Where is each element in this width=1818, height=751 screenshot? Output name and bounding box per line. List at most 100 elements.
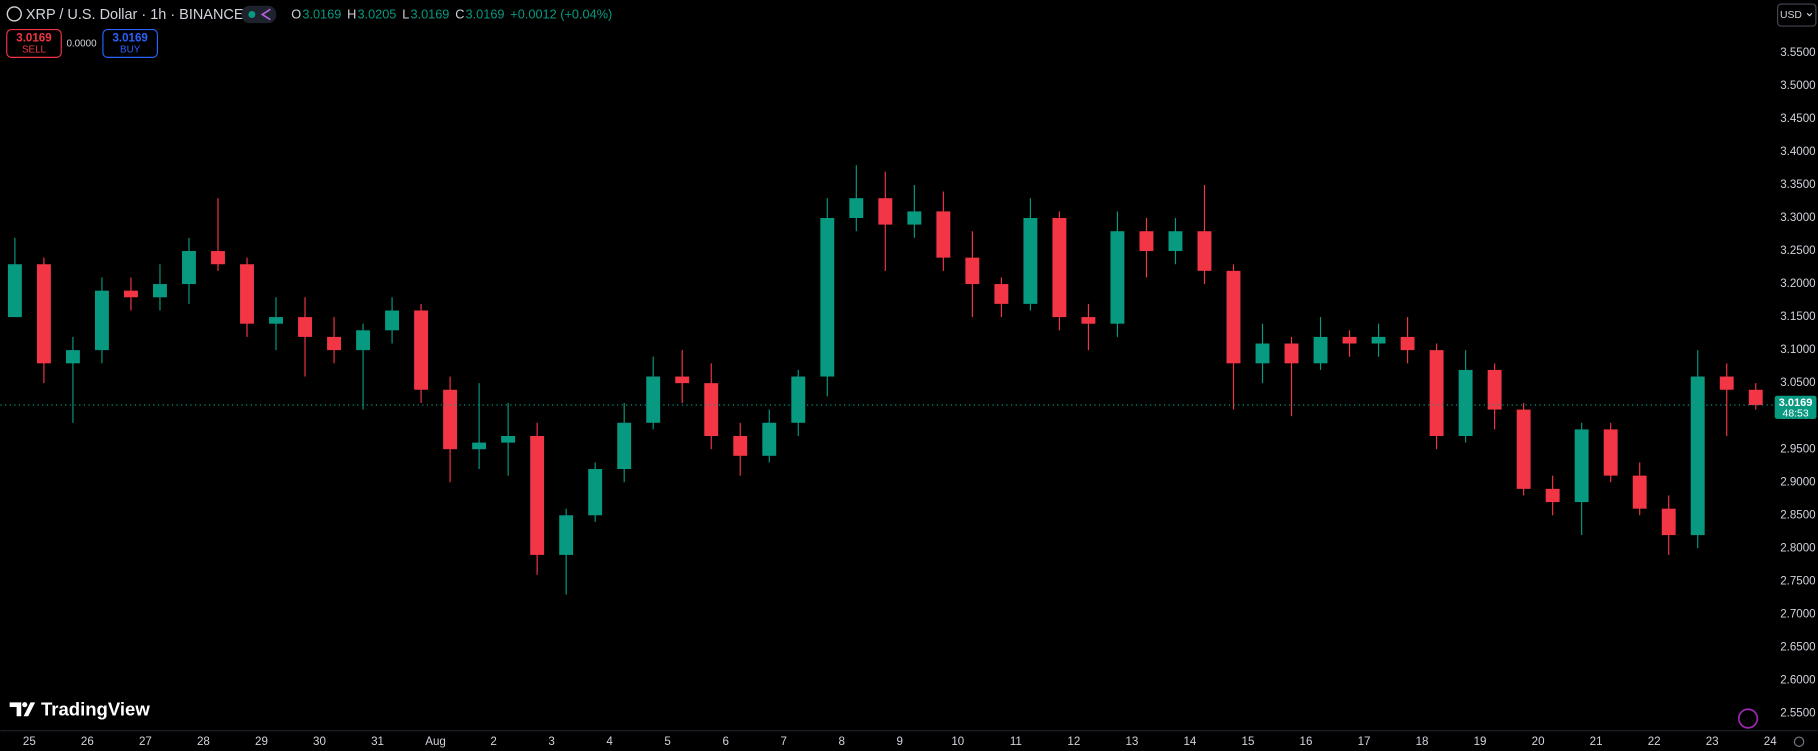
x-tick-label: 19 [1474,736,1487,748]
candle-body [733,435,748,456]
ohlc-key: H [347,6,356,21]
candle-body [791,376,806,423]
candle-body [1748,389,1763,406]
candle-body [704,383,719,436]
candle-body [1545,488,1560,503]
status-pill[interactable] [241,5,277,24]
candle-body [1458,369,1473,436]
candle-body [1690,376,1705,536]
y-tick-label: 3.3000 [1780,212,1815,224]
candle-body [211,251,225,265]
ohlc-change: +0.0012 (+0.04%) [510,6,612,21]
candle-body [153,284,167,298]
currency-caret [1806,12,1813,17]
status-dot [248,11,256,18]
y-tick-label: 2.5500 [1780,708,1815,720]
y-tick-label: 2.8000 [1780,542,1815,554]
x-tick-label: 14 [1183,736,1196,748]
candle-body [878,198,893,225]
x-tick-label: 24 [1764,736,1777,748]
candle-body [965,257,980,285]
assistant-button[interactable] [1737,708,1759,729]
y-tick-label: 3.3500 [1780,179,1815,191]
buy-price: 3.0169 [112,32,148,44]
spread: 0.0000 [66,39,97,50]
y-tick-label: 3.5000 [1780,80,1815,92]
x-tick-label: 8 [839,736,845,748]
candle-body [762,422,777,456]
ohlc-key: O [291,6,301,21]
candle-body [1197,231,1212,271]
x-tick-label: 10 [951,736,964,748]
x-tick-label: 20 [1532,736,1545,748]
ohlc-value: 3.0205 [357,6,396,21]
candle-body [1400,336,1415,351]
candle-body [123,290,138,298]
y-tick-label: 3.1000 [1780,344,1815,356]
brand-icon [9,702,36,717]
candle-body [1371,336,1386,344]
x-tick-label: 17 [1358,736,1371,748]
y-tick-label: 3.2000 [1780,278,1815,290]
status-icon [260,8,271,21]
candle-body [1574,429,1589,503]
candle-body [1719,376,1734,390]
candle-body [1255,343,1270,364]
ohlc-value: 3.0169 [466,6,505,21]
currency-label: USD [1780,10,1802,21]
candle-body [65,350,80,364]
candle-body [356,330,371,351]
candle-body [994,284,1009,304]
y-tick-label: 2.6500 [1780,641,1815,653]
candle-body [1313,336,1328,364]
candle-body [443,389,458,450]
x-tick-label: 23 [1706,736,1719,748]
candle-body [269,317,283,324]
candle-body [1023,217,1038,304]
x-tick-label: 15 [1242,736,1255,748]
x-tick-label: 11 [1010,736,1022,748]
candle-body [298,317,312,337]
buy-button[interactable] [102,28,159,58]
currency-select[interactable] [1777,3,1817,27]
brand-icon-dot [22,702,28,708]
settings-button[interactable] [1793,736,1805,747]
candle-body [849,198,864,218]
candle-body [1139,231,1154,252]
symbol-icon[interactable] [6,6,22,22]
y-tick-label: 2.9500 [1780,443,1815,455]
y-tick-label: 3.1500 [1780,311,1815,323]
x-tick-label: 5 [664,736,670,748]
candle-body [1632,475,1647,509]
candle-body [1081,317,1096,324]
y-tick-label: 3.4500 [1780,113,1815,125]
candle-body [472,442,487,450]
sell-label: SELL [22,44,47,55]
y-tick-label: 2.7500 [1780,575,1815,587]
brand-name: TradingView [41,698,150,719]
candle-body [1168,231,1183,252]
plot [0,165,1774,595]
y-tick-label: 3.2500 [1780,245,1815,257]
x-tick-label: 4 [606,736,613,748]
candle-body [1487,369,1502,410]
x-tick-label: 3 [548,736,554,748]
x-tick-label: 2 [490,736,496,748]
y-tick-label: 2.6000 [1780,674,1815,686]
y-tick-label: 2.9000 [1780,476,1815,488]
candle-body [617,422,632,470]
x-tick-label: 21 [1590,736,1603,748]
candle-body [820,217,835,377]
candle-body [327,336,342,351]
sell-button[interactable] [6,28,62,58]
ohlc-key: C [455,6,464,21]
x-tick-label: 6 [722,736,728,748]
candle-body [36,264,51,364]
candle-body [530,435,545,555]
candle-body [7,264,22,318]
last-price-label: 3.0169 [1779,397,1813,409]
symbol-title[interactable]: XRP / U.S. Dollar · 1h · BINANCE [26,7,244,23]
y-tick-label: 3.0500 [1780,377,1815,389]
